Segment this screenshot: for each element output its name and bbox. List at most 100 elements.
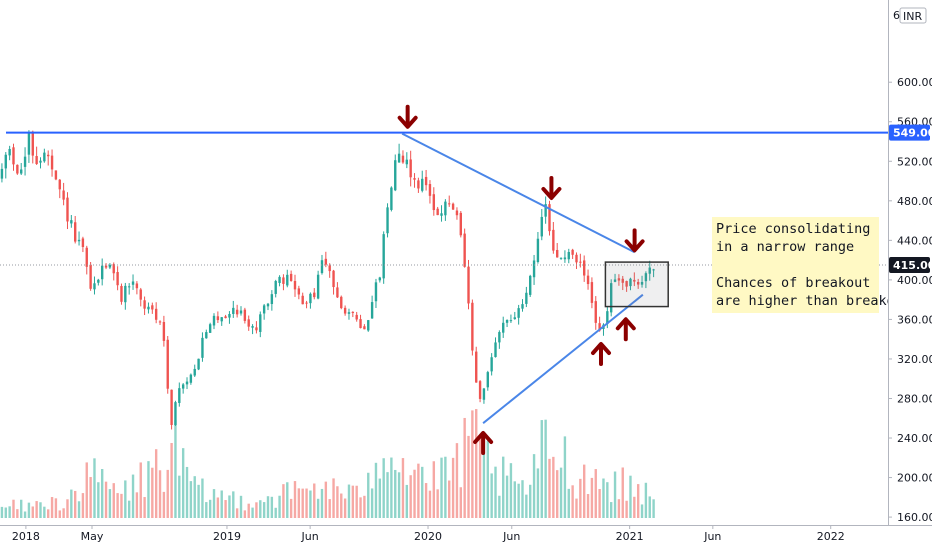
candle-body — [47, 154, 50, 157]
volume-bar — [640, 504, 644, 518]
candle-body — [370, 302, 374, 319]
volume-bar — [62, 508, 65, 518]
candle-body — [424, 176, 428, 186]
time-axis-tick-label: Jun — [502, 530, 520, 543]
volume-bar — [444, 456, 447, 518]
volume-bar — [220, 490, 223, 518]
candle-body — [324, 258, 328, 265]
arrow-head — [624, 239, 645, 253]
volume-bar — [563, 436, 567, 518]
volume-bar — [313, 483, 316, 518]
arrow-head — [615, 317, 636, 331]
volume-bar — [397, 472, 401, 518]
volume-bar — [262, 502, 266, 518]
annotation-callout-box — [712, 217, 879, 313]
volume-bar — [347, 484, 351, 518]
price-axis-tick-label: 6 — [893, 9, 900, 22]
annotation-text-line: Price consolidating — [716, 221, 870, 237]
volume-bar — [559, 467, 563, 518]
volume-bar — [178, 475, 181, 518]
volume-bar — [390, 457, 393, 518]
price-axis[interactable]: 600.00560.00520.00480.00440.00400.00360.… — [888, 0, 932, 550]
arrow-head — [473, 430, 494, 444]
volume-bar — [536, 468, 540, 518]
candle-body — [343, 307, 347, 314]
candle-body — [232, 307, 235, 314]
candle-body — [73, 222, 77, 242]
volume-bar — [282, 484, 285, 518]
volume-bar — [316, 498, 320, 518]
volume-bar — [451, 457, 455, 518]
candle-body — [409, 159, 412, 178]
volume-bar — [81, 493, 85, 518]
volume-bar — [70, 489, 73, 518]
candle-body — [567, 251, 570, 260]
volume-bar — [228, 495, 231, 518]
price-axis-tick-label: 320.00 — [897, 353, 932, 366]
volume-bar — [12, 499, 15, 518]
candle-body — [293, 280, 297, 290]
candle-body — [297, 288, 301, 295]
volume-bar — [289, 498, 293, 518]
volume-bar — [459, 487, 462, 518]
candle-body — [120, 285, 123, 302]
volume-bar — [544, 419, 547, 518]
candle-body — [355, 314, 358, 320]
volume-bar — [529, 484, 532, 518]
volume-bar — [201, 478, 204, 518]
arrow-head — [541, 186, 562, 200]
time-axis-tick-label: 2022 — [817, 530, 845, 543]
time-axis[interactable]: 2018 May 2019 Jun 2020 Jun 2021 Jun 2022 — [0, 525, 932, 543]
price-axis-tick-label: 360.00 — [897, 313, 932, 326]
volume-bar — [266, 496, 270, 518]
candle-body — [23, 156, 27, 167]
candle-body — [505, 319, 509, 323]
candle-body — [513, 317, 516, 320]
candle-body — [390, 187, 393, 210]
volume-bar — [394, 469, 397, 518]
volume-bar — [170, 443, 173, 518]
candle-body — [166, 339, 169, 389]
volume-bar — [505, 475, 509, 518]
candle-body — [85, 247, 88, 267]
candle-body — [8, 148, 11, 156]
volume-bar — [633, 496, 636, 518]
volume-bar — [43, 506, 46, 518]
volume-bar — [440, 457, 443, 518]
volume-bar — [301, 488, 304, 518]
volume-bar — [424, 483, 428, 518]
candle-body — [131, 281, 135, 285]
candle-body — [394, 160, 397, 191]
candle-body — [162, 321, 166, 341]
candle-body — [50, 155, 54, 170]
volume-bar — [16, 509, 19, 518]
volume-bar — [386, 472, 389, 518]
arrow-down-icon — [541, 175, 562, 200]
candle-body — [351, 311, 355, 313]
candle-body — [20, 169, 23, 174]
candle-body — [66, 197, 69, 222]
volume-bar — [579, 478, 582, 518]
candle-body — [239, 310, 243, 314]
candle-body — [278, 276, 281, 283]
volume-bar — [463, 417, 466, 518]
volume-bar — [197, 484, 200, 518]
volume-bar — [162, 491, 166, 518]
candle-body — [579, 261, 582, 263]
candle-body — [613, 279, 617, 282]
candle-body — [70, 220, 73, 224]
candle-body — [93, 283, 96, 290]
candle-body — [444, 201, 447, 216]
volume-bar — [120, 493, 123, 518]
price-axis-tick-label: 240.00 — [897, 432, 932, 445]
arrow-up-icon — [615, 317, 636, 342]
candle-body — [340, 296, 343, 309]
candle-body — [478, 381, 482, 399]
volume-bar — [409, 475, 412, 518]
volume-bar — [586, 494, 590, 518]
volume-bar — [104, 481, 108, 518]
volume-bar — [332, 478, 335, 518]
arrow-markers — [397, 104, 645, 455]
